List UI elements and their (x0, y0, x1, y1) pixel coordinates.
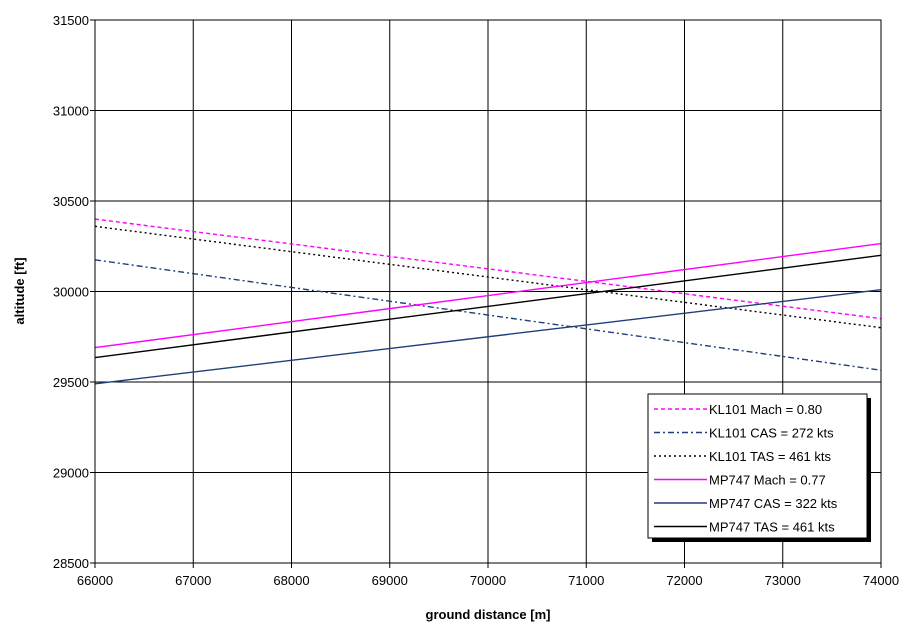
x-tick-label: 68000 (273, 573, 309, 588)
series-line-3 (94, 225, 882, 329)
y-tick-label: 31000 (53, 104, 89, 119)
x-tick-label: 70000 (470, 573, 506, 588)
y-tick-label: 29500 (53, 375, 89, 390)
legend-label-6: MP747 TAS = 461 kts (709, 520, 835, 535)
legend-box (647, 393, 868, 539)
y-tick-label: 28500 (53, 556, 89, 571)
legend: KL101 Mach = 0.80 KL101 CAS = 272 kts KL10… (647, 393, 871, 542)
y-axis-title: altitude [ft] (12, 257, 27, 324)
y-axis: 28500 29000 29500 30000 30500 31000 31500 (53, 13, 95, 571)
y-tick-label: 30500 (53, 194, 89, 209)
legend-label-1: KL101 Mach = 0.80 (709, 402, 822, 417)
x-tick-label: 73000 (765, 573, 801, 588)
x-tick-label: 67000 (175, 573, 211, 588)
series-line-1 (94, 218, 882, 320)
x-axis-title: ground distance [m] (426, 607, 551, 622)
series-line-4 (94, 242, 882, 349)
series-line-5 (94, 288, 882, 385)
x-tick-label: 74000 (863, 573, 899, 588)
x-axis: 66000 67000 68000 69000 70000 71000 72000 73000… (77, 563, 899, 588)
y-tick-label: 30000 (53, 285, 89, 300)
y-tick-label: 31500 (53, 13, 89, 28)
legend-label-5: MP747 CAS = 322 kts (709, 496, 838, 511)
legend-label-2: KL101 CAS = 272 kts (709, 426, 834, 441)
x-tick-label: 66000 (77, 573, 113, 588)
series-line-6 (94, 254, 882, 359)
series-layer (94, 218, 882, 385)
legend-label-4: MP747 Mach = 0.77 (709, 473, 826, 488)
x-tick-label: 72000 (666, 573, 702, 588)
x-tick-label: 69000 (372, 573, 408, 588)
y-tick-label: 29000 (53, 466, 89, 481)
series-line-2 (94, 259, 882, 371)
x-tick-label: 71000 (568, 573, 604, 588)
legend-label-3: KL101 TAS = 461 kts (709, 449, 832, 464)
